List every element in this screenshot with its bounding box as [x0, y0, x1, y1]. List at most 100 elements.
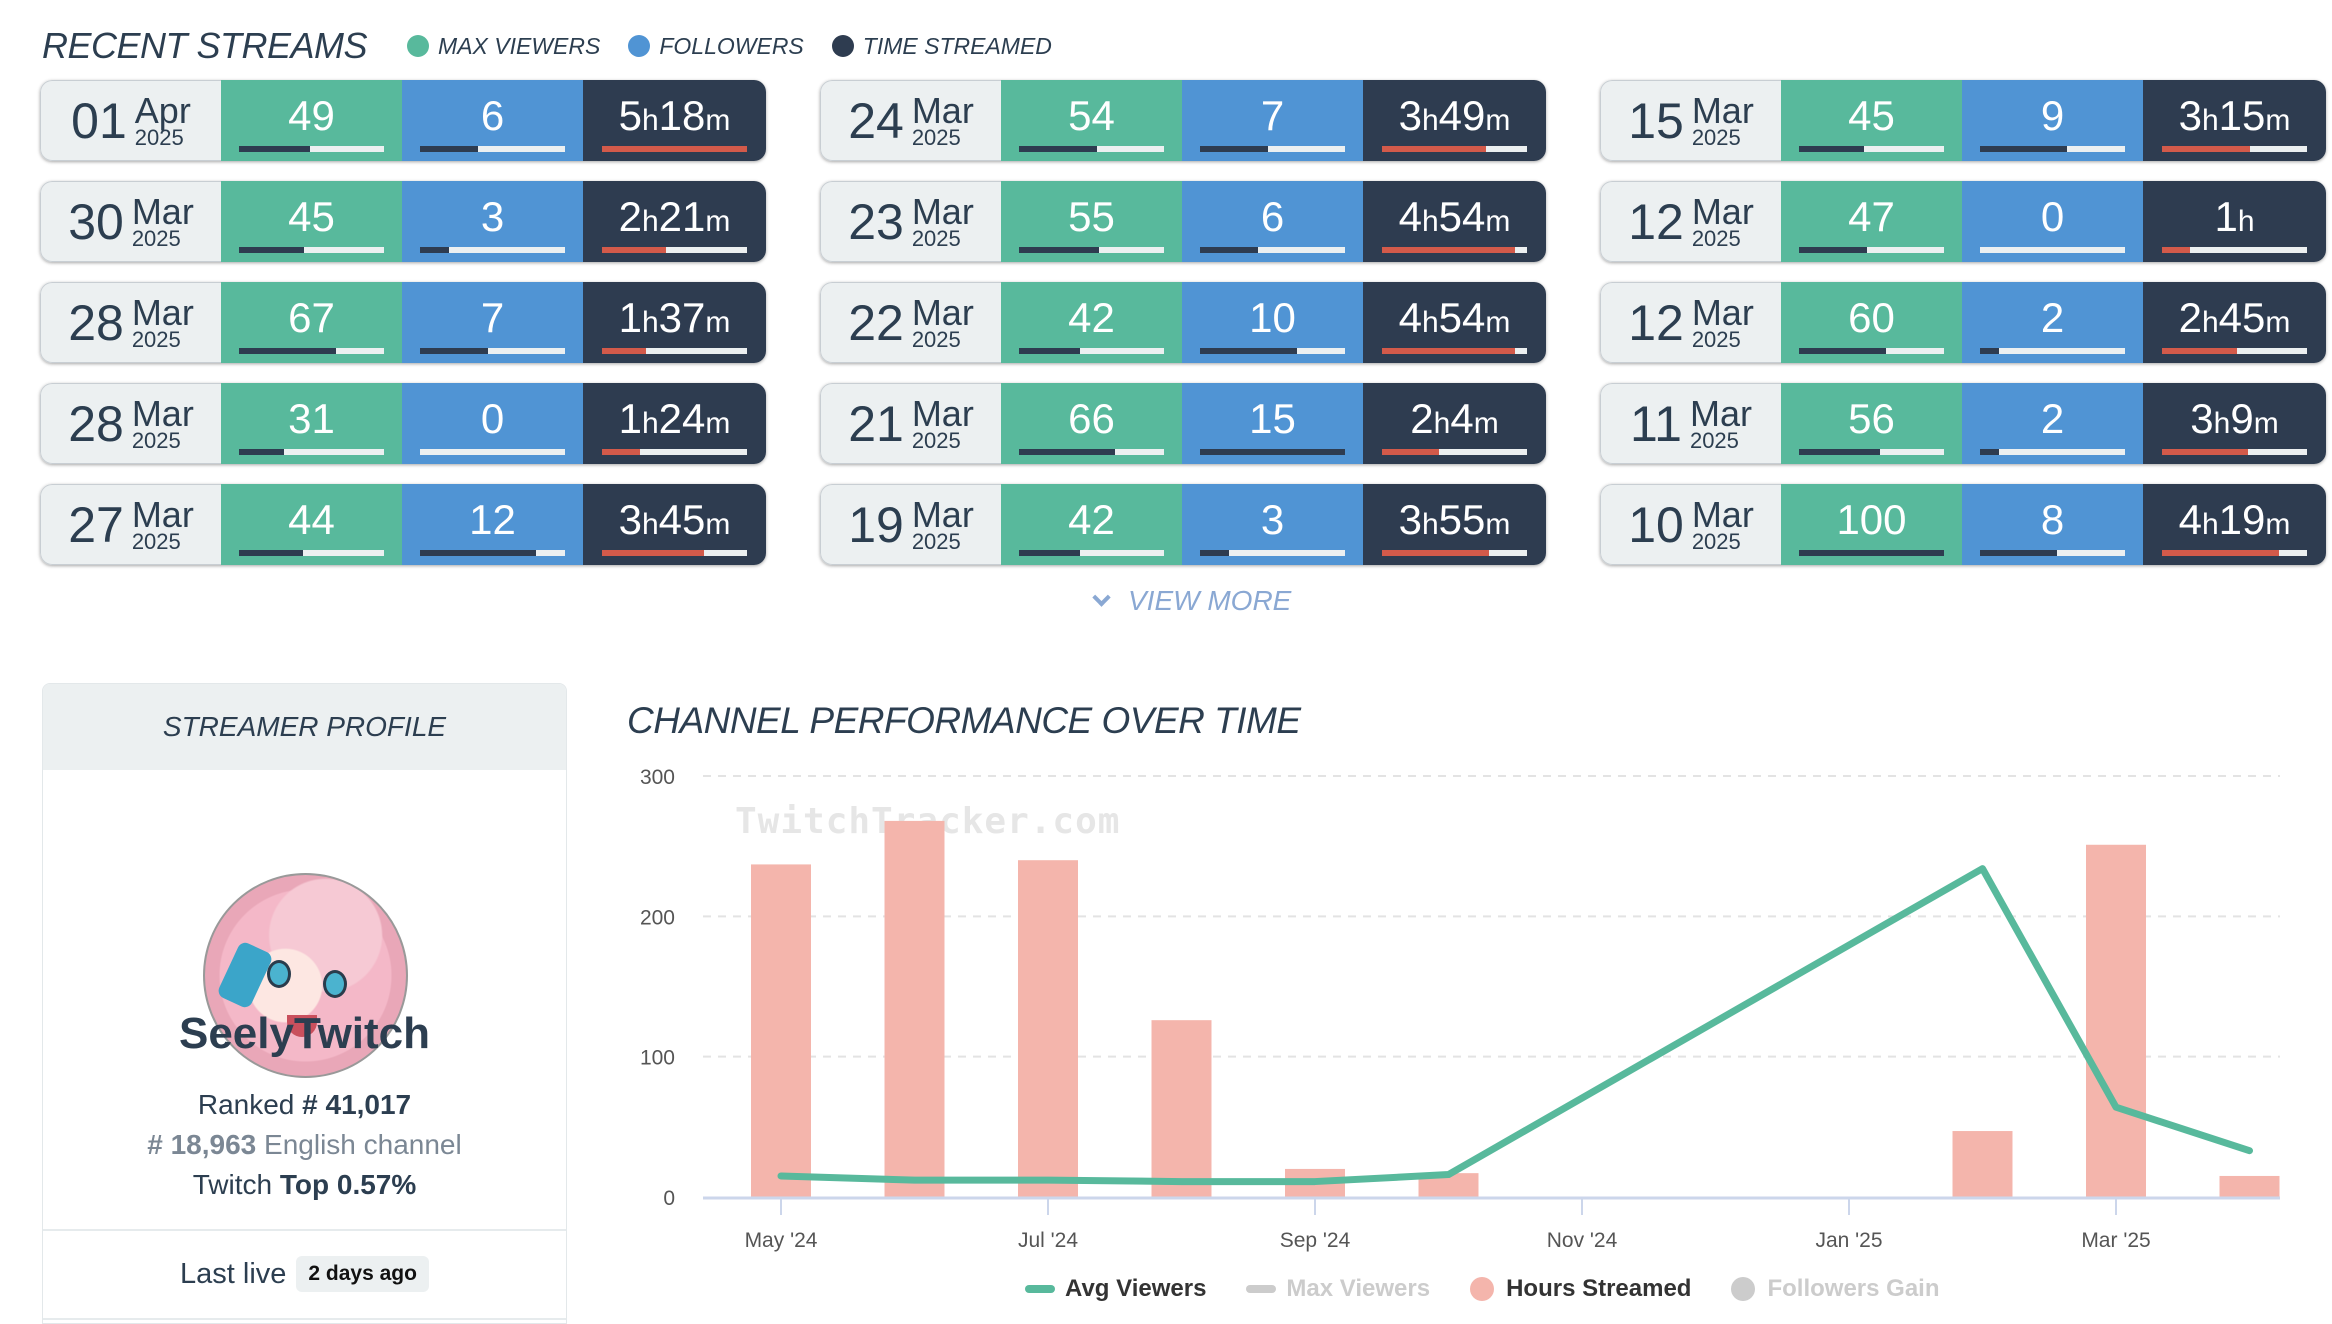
stream-card[interactable]: 24 Mar 2025 54 7 3h49m	[820, 80, 1546, 161]
y-tick-label: 200	[640, 906, 675, 929]
stream-date: 30 Mar 2025	[40, 181, 221, 262]
month-year: Mar 2025	[1692, 92, 1754, 149]
bar-fill	[239, 146, 311, 152]
streamer-name[interactable]: SeelyTwitch	[178, 1009, 431, 1058]
hours-value: 5	[618, 92, 642, 139]
time-streamed-bar	[2162, 449, 2307, 455]
month-year: Mar 2025	[911, 496, 974, 554]
followers-cell: 2	[1962, 282, 2143, 363]
hours-streamed-bar	[751, 864, 811, 1197]
stream-month: Mar	[911, 89, 974, 131]
hours-value: 1	[618, 395, 642, 442]
max-viewers-value: 67	[288, 294, 335, 341]
last-live-label: Last live	[180, 1257, 287, 1290]
followers-value: 7	[1260, 92, 1285, 139]
stream-card[interactable]: 19 Mar 2025 42 3 3h55m	[820, 484, 1546, 565]
max-viewers-bar	[1019, 247, 1164, 253]
stream-day: 11	[1630, 395, 1682, 452]
legend-followers-gain[interactable]: Followers Gain	[1731, 1275, 1940, 1303]
stream-month: Mar	[131, 392, 194, 434]
followers-cell: 12	[402, 484, 583, 565]
max-viewers-cell: 47	[1781, 181, 1962, 262]
max-viewers-bar	[1799, 146, 1944, 152]
lang-rank-label: English channel	[264, 1129, 462, 1160]
followers-value: 8	[2040, 496, 2065, 543]
max-viewers-value: 56	[1848, 395, 1895, 442]
stream-card[interactable]: 27 Mar 2025 44 12 3h45m	[40, 484, 766, 565]
time-streamed-bar	[602, 550, 747, 556]
mouth-shape	[287, 1015, 317, 1037]
stream-month: Mar	[1691, 493, 1754, 535]
stream-card[interactable]: 15 Mar 2025 45 9 3h15m	[1600, 80, 2326, 161]
hours-value: 4	[2178, 496, 2202, 543]
bar-fill	[1019, 550, 1080, 556]
max-viewers-bar	[1019, 449, 1164, 455]
x-tick-label: Jan '25	[1815, 1229, 1882, 1252]
stream-month: Apr	[134, 89, 191, 131]
followers-cell: 7	[1182, 80, 1363, 161]
stream-month: Mar	[131, 190, 194, 232]
stream-day: 24	[848, 92, 904, 149]
stream-year: 2025	[911, 528, 961, 554]
legend-avg-viewers[interactable]: Avg Viewers	[1025, 1275, 1206, 1303]
stream-card[interactable]: 28 Mar 2025 31 0 1h24m	[40, 383, 766, 464]
profile-heading: STREAMER PROFILE	[43, 684, 566, 770]
view-more-button[interactable]: VIEW MORE	[1092, 585, 1291, 617]
top-prefix: Twitch	[192, 1169, 273, 1200]
divider	[43, 1229, 566, 1231]
month-year: Mar 2025	[132, 496, 194, 553]
dark-dot-icon	[831, 35, 854, 57]
stream-card[interactable]: 01 Apr 2025 49 6 5h18m	[40, 80, 766, 161]
time-streamed-value: 1h37m	[618, 294, 731, 341]
stream-card[interactable]: 21 Mar 2025 66 15 2h4m	[820, 383, 1546, 464]
followers-cell: 15	[1182, 383, 1363, 464]
followers-cell: 2	[1962, 383, 2143, 464]
followers-value: 0	[2040, 193, 2065, 240]
month-year: Mar 2025	[1692, 193, 1754, 250]
max-viewers-bar	[239, 146, 384, 152]
avatar[interactable]	[203, 873, 408, 1078]
last-live: Last live 2 days ago	[43, 1256, 566, 1292]
month-year: Mar 2025	[131, 190, 194, 250]
dot-swatch-icon	[1470, 1277, 1495, 1301]
stream-day: 19	[848, 496, 904, 553]
stream-day: 23	[848, 193, 904, 250]
stream-card[interactable]: 11 Mar 2025 56 2 3h9m	[1600, 383, 2326, 464]
time-streamed-value: 1h24m	[618, 395, 731, 442]
stream-card[interactable]: 12 Mar 2025 60 2 2h45m	[1600, 282, 2326, 363]
time-streamed-bar	[1382, 247, 1527, 253]
green-dot-icon	[407, 35, 430, 57]
time-streamed-value: 4h19m	[2178, 496, 2291, 543]
followers-value: 3	[1260, 496, 1285, 543]
stream-month: Mar	[911, 392, 974, 434]
legend-label: FOLLOWERS	[659, 32, 804, 59]
stream-date: 24 Mar 2025	[820, 80, 1001, 161]
bar-fill	[2162, 247, 2190, 253]
stream-card[interactable]: 28 Mar 2025 67 7 1h37m	[40, 282, 766, 363]
stream-date: 19 Mar 2025	[820, 484, 1001, 565]
followers-value: 15	[1249, 395, 1296, 442]
stream-card[interactable]: 22 Mar 2025 42 10 4h54m	[820, 282, 1546, 363]
stream-year: 2025	[911, 124, 961, 150]
minutes-value: 4	[1450, 395, 1474, 442]
bar-fill	[2162, 449, 2248, 455]
max-viewers-bar	[239, 247, 384, 253]
bar-fill	[420, 247, 449, 253]
stream-card[interactable]: 23 Mar 2025 55 6 4h54m	[820, 181, 1546, 262]
bar-fill	[420, 348, 489, 354]
x-tick-label: Sep '24	[1280, 1229, 1351, 1252]
stream-month: Mar	[1689, 392, 1752, 434]
stream-card[interactable]: 10 Mar 2025 100 8 4h19m	[1600, 484, 2326, 565]
stream-day: 27	[68, 496, 124, 553]
followers-value: 12	[469, 496, 516, 543]
max-viewers-value: 60	[1848, 294, 1895, 341]
stream-card[interactable]: 30 Mar 2025 45 3 2h21m	[40, 181, 766, 262]
legend-max-viewers-chart[interactable]: Max Viewers	[1246, 1275, 1430, 1303]
legend-hours-streamed[interactable]: Hours Streamed	[1470, 1275, 1691, 1303]
minutes-value: 45	[658, 496, 706, 543]
stream-card[interactable]: 12 Mar 2025 47 0 1h	[1600, 181, 2326, 262]
hours-value: 4	[1398, 193, 1422, 240]
stream-day: 30	[68, 193, 124, 250]
followers-value: 6	[480, 92, 505, 139]
stream-day: 28	[68, 395, 124, 452]
